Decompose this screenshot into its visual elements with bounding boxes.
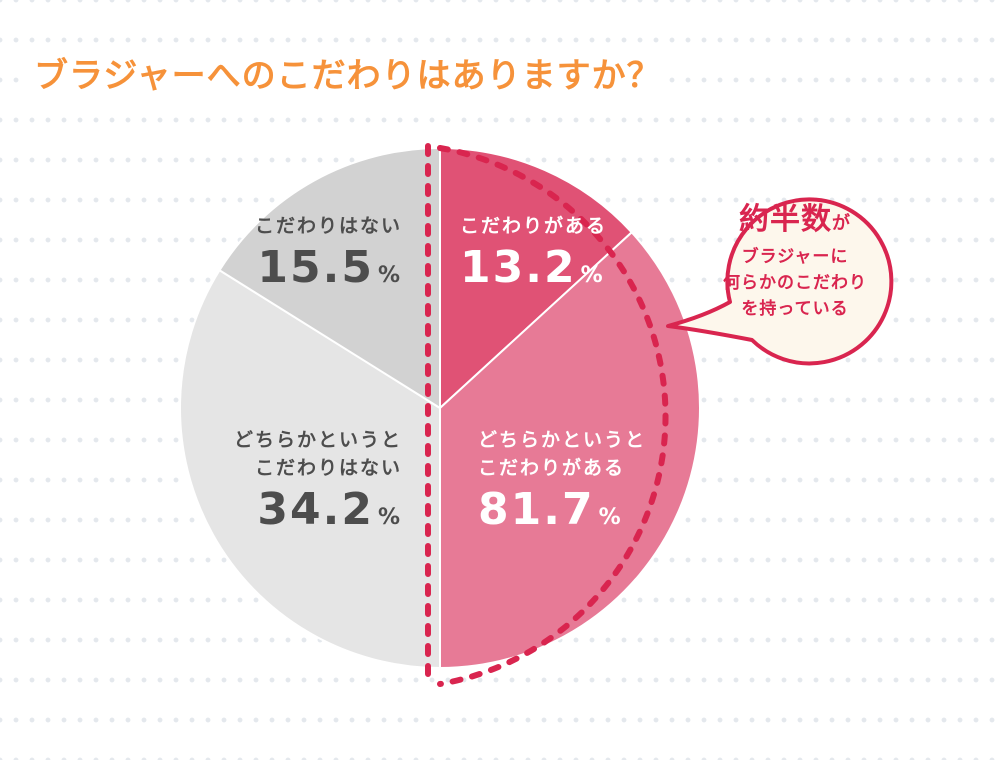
bubble-headline: 約半数が xyxy=(739,202,851,237)
label-some-yes-value: 81.7% xyxy=(478,484,623,535)
chart-title: ブラジャーへのこだわりはありますか？ xyxy=(28,52,668,100)
label-some-yes-line2: こだわりがある xyxy=(478,457,626,479)
pie-slice xyxy=(439,146,634,411)
label-strong-no-text: こだわりはない xyxy=(254,215,402,237)
label-some-no-line2: こだわりはない xyxy=(254,457,402,479)
label-some-no-value: 34.2% xyxy=(257,484,402,535)
pie-slice xyxy=(178,268,441,670)
label-strong-no-value: 15.5% xyxy=(257,242,402,293)
label-some-yes-line1: どちらかというと xyxy=(478,429,647,451)
highlight-dashed-outline xyxy=(437,145,669,687)
label-strong-no: こだわりはない 15.5% xyxy=(212,212,402,304)
label-strong-yes: こだわりがある 13.2% xyxy=(460,212,607,304)
pie-slices xyxy=(178,146,701,670)
bubble-line-1: ブラジャーに xyxy=(741,247,849,267)
speech-bubble xyxy=(666,197,894,366)
label-strong-yes-text: こだわりがある xyxy=(460,215,608,237)
label-some-yes: どちらかというと こだわりがある 81.7% xyxy=(478,426,646,546)
bubble-line-2: 何らかのこだわり xyxy=(723,273,867,293)
pie-slice xyxy=(439,230,701,670)
bubble-text: 約半数が ブラジャーに 何らかのこだわり を持っている xyxy=(712,200,878,322)
label-strong-yes-value: 13.2% xyxy=(460,242,605,293)
pie-slice xyxy=(218,146,441,410)
bubble-line-3: を持っている xyxy=(741,299,849,319)
label-some-no-line1: どちらかというと xyxy=(233,429,402,451)
label-some-no: どちらかというと こだわりはない 34.2% xyxy=(212,426,402,546)
